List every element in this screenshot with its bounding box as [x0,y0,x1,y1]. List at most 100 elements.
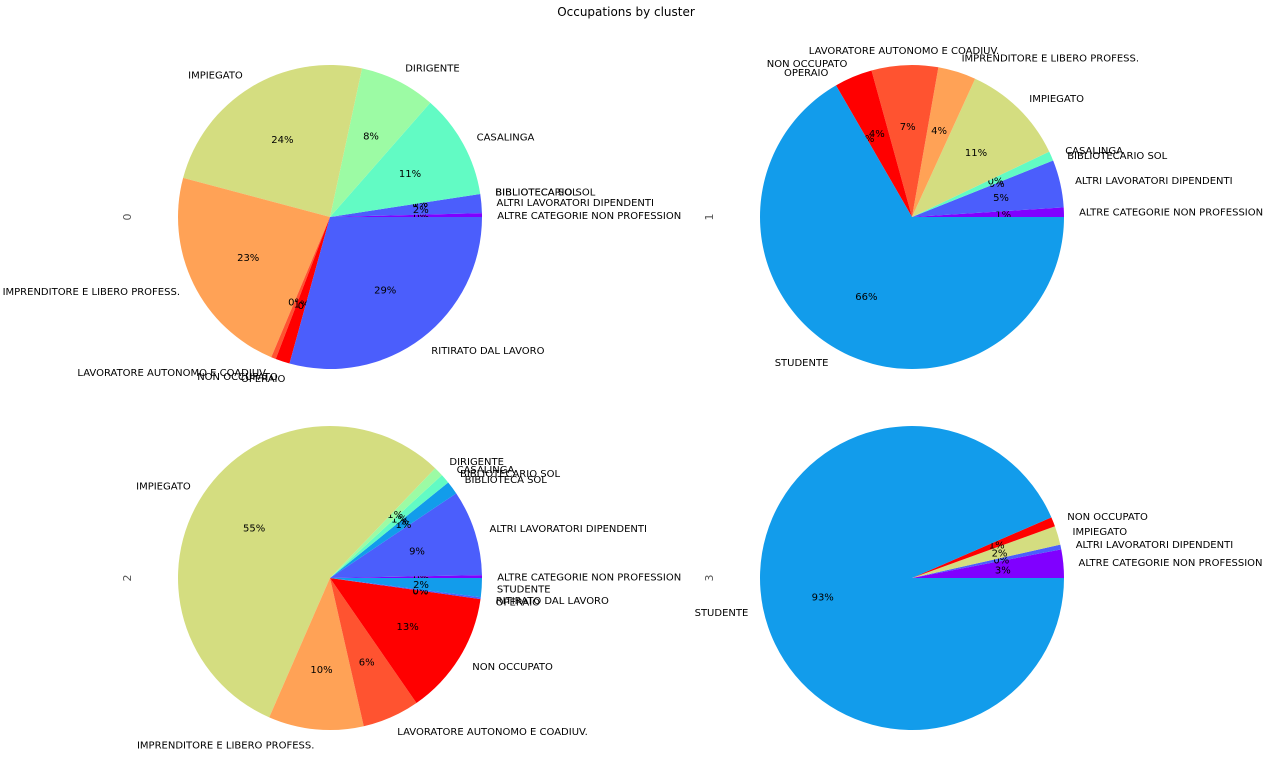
pie-slice-imprenditore-e-libero-profess [269,578,364,730]
pie-slice-lavoratore-autonomo-e-coadiuv [271,217,330,359]
pie-slice-ritirato-dal-lavoro [289,217,482,369]
slice-label-lavoratore-autonomo-e-coadiuv: LAVORATORE AUTONOMO E COADIUV. [397,727,587,738]
pie-ylabel: 2 [121,575,134,582]
slice-pct-impiegato: 24% [271,135,293,146]
slice-label-studente: STUDENTE [775,358,829,369]
slice-pct-altre-categorie-non-profession: 1% [995,210,1011,221]
pie-slice-altri-lavoratori-dipendenti [330,493,482,578]
slice-label-altre-categorie-non-profession: ALTRE CATEGORIE NON PROFESSION [1079,208,1263,219]
slice-label-operaio: OPERAIO [496,597,541,608]
pie-panel-0: 0 ALTRE CATEGORIE NON PROFESSION 0% ALTRI L… [3,64,682,386]
pie-slice-studente [760,426,1064,731]
slice-pct-ritirato-dal-lavoro: 0% [412,586,428,597]
slice-pct-studente: 93% [812,593,834,604]
slice-label-non-occupato: NON OCCUPATO [1067,512,1148,523]
slice-pct-non-occupato: 4% [869,129,885,140]
pie-ylabel: 1 [703,214,716,221]
slice-label-altre-categorie-non-profession: ALTRE CATEGORIE NON PROFESSION [1079,558,1263,569]
pie-slice-altri-lavoratori-dipendenti [330,193,482,217]
slice-label-lavoratore-autonomo-e-coadiuv: LAVORATORE AUTONOMO E COADIUV. [77,368,267,379]
slice-label-biblioteca-sol: BIBLIOTECA SOL [465,475,548,486]
slice-label-casalinga: CASALINGA [477,133,535,144]
pie-slice-impiegato [177,426,436,718]
slice-pct-ritirato-dal-lavoro: 29% [374,286,396,297]
slice-label-imprenditore-e-libero-profess: IMPRENDITORE E LIBERO PROFESS. [137,741,314,752]
slice-label-biblioteca-sol: BIBLIOTECA SOL [495,188,578,199]
slice-pct-bibliotecario-sol: 0% [989,179,1005,190]
slice-pct-imprenditore-e-libero-profess: 4% [931,126,947,137]
slice-pct-studente: 66% [855,292,877,303]
slice-pct-imprenditore-e-libero-profess: 23% [237,253,259,264]
slice-pct-dirigente: 8% [363,132,379,143]
slice-pct-altri-lavoratori-dipendenti: 9% [409,547,425,558]
slice-label-imprenditore-e-libero-profess: IMPRENDITORE E LIBERO PROFESS. [962,53,1139,64]
slice-pct-bibliotecario-sol: 0% [393,517,409,528]
pie-slice-casalinga [330,475,449,578]
pie-slice-dirigente [330,468,442,578]
pie-slice-non-occupato [275,217,330,364]
pie-slice-altre-categorie-non-profession [330,213,482,217]
slice-label-dirigente: DIRIGENTE [449,457,504,468]
pie-slice-altre-categorie-non-profession [330,575,482,578]
slice-pct-impiegato: 2% [992,548,1008,559]
slice-pct-biblioteca-sol: 1% [412,199,428,210]
pie-slice-non-occupato [836,70,912,217]
slice-label-impiegato: IMPIEGATO [188,70,243,81]
slice-pct-studente: 2% [413,580,429,591]
pie-slice-altre-categorie-non-profession [912,207,1064,217]
pie-slice-casalinga [330,102,481,217]
slice-pct-altri-lavoratori-dipendenti: 5% [993,193,1009,204]
pie-slice-non-occupato [912,517,1055,578]
slice-label-altri-lavoratori-dipendenti: ALTRI LAVORATORI DIPENDENTI [1076,540,1233,551]
pie-slice-impiegato [912,526,1061,578]
slice-pct-altri-lavoratori-dipendenti: 2% [413,205,429,216]
slice-label-impiegato: IMPIEGATO [136,481,191,492]
slice-pct-altre-categorie-non-profession: 3% [995,565,1011,576]
slice-label-altri-lavoratori-dipendenti: ALTRI LAVORATORI DIPENDENTI [1075,176,1232,187]
slice-pct-altri-lavoratori-dipendenti: 0% [993,555,1009,566]
pie-slice-studente [330,578,482,598]
slice-label-casalinga: CASALINGA [1065,146,1123,157]
slice-label-altri-lavoratori-dipendenti: ALTRI LAVORATORI DIPENDENTI [490,524,647,535]
slice-pct-biblioteca-sol: 1% [395,520,411,531]
pie-ylabel: 3 [703,575,716,582]
slice-label-non-occupato: NON OCCUPATO [197,372,278,383]
pie-slice-dirigente [330,68,431,217]
slice-pct-non-occupato: 13% [396,622,418,633]
slice-label-casalinga: CASALINGA [457,465,515,476]
slice-pct-lavoratore-autonomo-e-coadiuv: 6% [359,658,375,669]
pie-slice-biblioteca-sol [330,482,457,578]
pie-ylabel: 0 [121,214,134,221]
slice-pct-casalinga: 11% [399,169,421,180]
slice-label-ritirato-dal-lavoro: RITIRATO DAL LAVORO [496,596,609,607]
pie-panel-3: 3 ALTRE CATEGORIE NON PROFESSION 3% ALTRI L… [695,426,1263,731]
slice-label-studente: STUDENTE [695,608,749,619]
slice-pct-impiegato: 11% [965,148,987,159]
slice-label-bibliotecario-sol: BIBLIOTECARIO SOL [1067,151,1167,162]
slice-label-operaio: OPERAIO [241,374,286,385]
slice-pct-non-occupato: 1% [989,540,1005,551]
slice-label-bibliotecario-sol: BIBLIOTECARIO SOL [495,188,595,199]
slice-pct-imprenditore-e-libero-profess: 10% [310,665,332,676]
pie-panel-1: 1 ALTRE CATEGORIE NON PROFESSION 1% ALTRI L… [703,46,1263,369]
slice-pct-lavoratore-autonomo-e-coadiuv: 0% [288,298,304,309]
slice-label-ritirato-dal-lavoro: RITIRATO DAL LAVORO [431,346,544,357]
slice-pct-non-occupato: 1% [294,300,310,311]
slice-label-impiegato: IMPIEGATO [1073,527,1128,538]
slice-pct-bibliotecario-sol: 0% [412,199,428,210]
figure-title: Occupations by cluster [557,5,695,19]
pie-slice-altri-lavoratori-dipendenti [912,160,1064,217]
slice-pct-operaio: 0% [412,587,428,598]
slice-label-bibliotecario-sol: BIBLIOTECARIO SOL [460,469,560,480]
pie-slice-altri-lavoratori-dipendenti [912,544,1062,578]
slice-label-impiegato: IMPIEGATO [1029,94,1084,105]
slice-pct-dirigente: 1% [387,510,403,521]
slice-pct-lavoratore-autonomo-e-coadiuv: 7% [900,122,916,133]
slice-label-dirigente: DIRIGENTE [405,64,460,75]
slice-label-non-occupato: NON OCCUPATO [472,662,553,673]
pie-slice-studente [760,85,1064,369]
pie-slice-lavoratore-autonomo-e-coadiuv [871,65,939,218]
pie-panel-2: 2 ALTRE CATEGORIE NON PROFESSION 0% ALTRI L… [121,426,681,752]
pie-slice-altre-categorie-non-profession [912,549,1064,578]
